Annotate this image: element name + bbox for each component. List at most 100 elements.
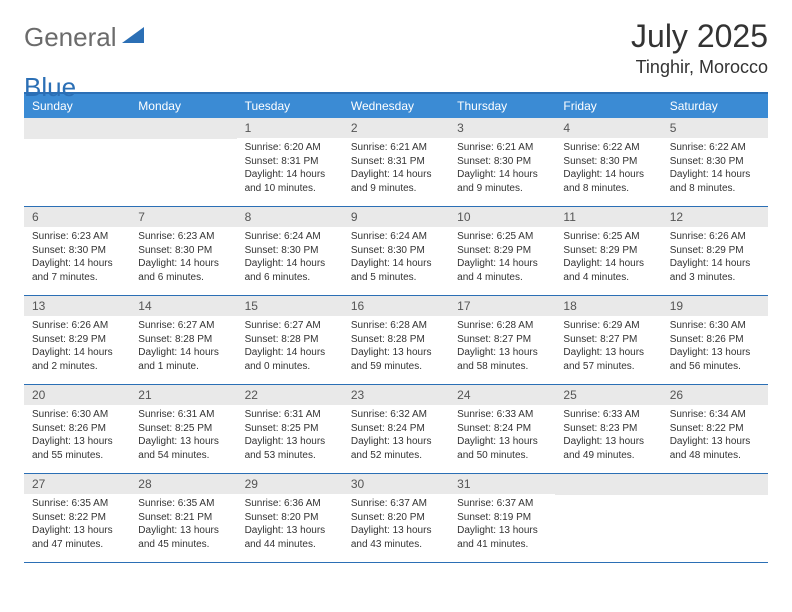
day-info: Sunrise: 6:36 AMSunset: 8:20 PMDaylight:… [237, 494, 343, 557]
daylight-text: Daylight: 13 hours and 59 minutes. [351, 346, 441, 373]
daylight-text: Daylight: 13 hours and 50 minutes. [457, 435, 547, 462]
daylight-text: Daylight: 14 hours and 8 minutes. [563, 168, 653, 195]
day-info: Sunrise: 6:25 AMSunset: 8:29 PMDaylight:… [449, 227, 555, 290]
sunrise-text: Sunrise: 6:27 AM [138, 319, 228, 333]
title-block: July 2025 Tinghir, Morocco [631, 18, 768, 78]
sunset-text: Sunset: 8:30 PM [138, 244, 228, 258]
sunset-text: Sunset: 8:29 PM [457, 244, 547, 258]
sunset-text: Sunset: 8:29 PM [32, 333, 122, 347]
day-cell: 14Sunrise: 6:27 AMSunset: 8:28 PMDayligh… [130, 296, 236, 384]
calendar: SundayMondayTuesdayWednesdayThursdayFrid… [24, 92, 768, 563]
day-number: 26 [662, 385, 768, 405]
day-info: Sunrise: 6:30 AMSunset: 8:26 PMDaylight:… [24, 405, 130, 468]
logo: General [24, 18, 146, 53]
sunset-text: Sunset: 8:22 PM [670, 422, 760, 436]
day-cell: 4Sunrise: 6:22 AMSunset: 8:30 PMDaylight… [555, 118, 661, 206]
day-number: 17 [449, 296, 555, 316]
sunrise-text: Sunrise: 6:29 AM [563, 319, 653, 333]
daylight-text: Daylight: 13 hours and 44 minutes. [245, 524, 335, 551]
sunrise-text: Sunrise: 6:21 AM [457, 141, 547, 155]
daylight-text: Daylight: 13 hours and 53 minutes. [245, 435, 335, 462]
sunset-text: Sunset: 8:24 PM [351, 422, 441, 436]
daylight-text: Daylight: 13 hours and 57 minutes. [563, 346, 653, 373]
sunset-text: Sunset: 8:24 PM [457, 422, 547, 436]
daylight-text: Daylight: 14 hours and 4 minutes. [457, 257, 547, 284]
sunset-text: Sunset: 8:30 PM [245, 244, 335, 258]
daylight-text: Daylight: 13 hours and 43 minutes. [351, 524, 441, 551]
sunset-text: Sunset: 8:30 PM [563, 155, 653, 169]
day-info: Sunrise: 6:22 AMSunset: 8:30 PMDaylight:… [555, 138, 661, 201]
sunset-text: Sunset: 8:31 PM [245, 155, 335, 169]
sunset-text: Sunset: 8:27 PM [563, 333, 653, 347]
day-number: 29 [237, 474, 343, 494]
daylight-text: Daylight: 14 hours and 1 minute. [138, 346, 228, 373]
week-row: 6Sunrise: 6:23 AMSunset: 8:30 PMDaylight… [24, 207, 768, 296]
day-cell: 17Sunrise: 6:28 AMSunset: 8:27 PMDayligh… [449, 296, 555, 384]
sunrise-text: Sunrise: 6:33 AM [457, 408, 547, 422]
day-cell: 13Sunrise: 6:26 AMSunset: 8:29 PMDayligh… [24, 296, 130, 384]
day-number: 15 [237, 296, 343, 316]
day-info: Sunrise: 6:37 AMSunset: 8:19 PMDaylight:… [449, 494, 555, 557]
day-number: 13 [24, 296, 130, 316]
header: General July 2025 Tinghir, Morocco [24, 18, 768, 78]
daylight-text: Daylight: 14 hours and 10 minutes. [245, 168, 335, 195]
sunset-text: Sunset: 8:28 PM [245, 333, 335, 347]
sunset-text: Sunset: 8:30 PM [457, 155, 547, 169]
daylight-text: Daylight: 13 hours and 54 minutes. [138, 435, 228, 462]
day-number: 20 [24, 385, 130, 405]
day-cell: 28Sunrise: 6:35 AMSunset: 8:21 PMDayligh… [130, 474, 236, 562]
sunset-text: Sunset: 8:31 PM [351, 155, 441, 169]
sunrise-text: Sunrise: 6:37 AM [457, 497, 547, 511]
day-cell: 24 Sunrise: 6:33 AMSunset: 8:24 PMDayligh… [449, 385, 555, 473]
day-cell: 5 Sunrise: 6:22 AMSunset: 8:30 PMDaylight… [662, 118, 768, 206]
day-info: Sunrise: 6:34 AMSunset: 8:22 PMDaylight:… [662, 405, 768, 468]
day-cell: 27Sunrise: 6:35 AMSunset: 8:22 PMDayligh… [24, 474, 130, 562]
day-header-thursday: Thursday [449, 94, 555, 118]
day-number: 4 [555, 118, 661, 138]
day-number: 3 [449, 118, 555, 138]
day-cell: 25Sunrise: 6:33 AMSunset: 8:23 PMDayligh… [555, 385, 661, 473]
day-number: 5 [662, 118, 768, 138]
daylight-text: Daylight: 14 hours and 9 minutes. [457, 168, 547, 195]
day-number: 7 [130, 207, 236, 227]
sunset-text: Sunset: 8:29 PM [670, 244, 760, 258]
empty-cell [662, 474, 768, 562]
daylight-text: Daylight: 14 hours and 8 minutes. [670, 168, 760, 195]
week-row: 13Sunrise: 6:26 AMSunset: 8:29 PMDayligh… [24, 296, 768, 385]
sunset-text: Sunset: 8:28 PM [351, 333, 441, 347]
daylight-text: Daylight: 14 hours and 4 minutes. [563, 257, 653, 284]
sunrise-text: Sunrise: 6:31 AM [138, 408, 228, 422]
day-info: Sunrise: 6:29 AMSunset: 8:27 PMDaylight:… [555, 316, 661, 379]
day-number: 22 [237, 385, 343, 405]
day-info: Sunrise: 6:26 AMSunset: 8:29 PMDaylight:… [662, 227, 768, 290]
sunrise-text: Sunrise: 6:23 AM [138, 230, 228, 244]
day-info: Sunrise: 6:26 AMSunset: 8:29 PMDaylight:… [24, 316, 130, 379]
day-info: Sunrise: 6:23 AMSunset: 8:30 PMDaylight:… [130, 227, 236, 290]
day-info: Sunrise: 6:31 AMSunset: 8:25 PMDaylight:… [237, 405, 343, 468]
sunset-text: Sunset: 8:25 PM [138, 422, 228, 436]
sunset-text: Sunset: 8:22 PM [32, 511, 122, 525]
daylight-text: Daylight: 13 hours and 52 minutes. [351, 435, 441, 462]
sunset-text: Sunset: 8:20 PM [245, 511, 335, 525]
sunrise-text: Sunrise: 6:22 AM [670, 141, 760, 155]
daylight-text: Daylight: 13 hours and 47 minutes. [32, 524, 122, 551]
day-cell: 8Sunrise: 6:24 AMSunset: 8:30 PMDaylight… [237, 207, 343, 295]
sunset-text: Sunset: 8:30 PM [32, 244, 122, 258]
sunset-text: Sunset: 8:20 PM [351, 511, 441, 525]
week-row: 1Sunrise: 6:20 AMSunset: 8:31 PMDaylight… [24, 118, 768, 207]
day-cell: 30Sunrise: 6:37 AMSunset: 8:20 PMDayligh… [343, 474, 449, 562]
day-number: 9 [343, 207, 449, 227]
sunset-text: Sunset: 8:30 PM [670, 155, 760, 169]
day-info: Sunrise: 6:32 AMSunset: 8:24 PMDaylight:… [343, 405, 449, 468]
sunrise-text: Sunrise: 6:26 AM [670, 230, 760, 244]
logo-text-general: General [24, 22, 117, 53]
day-number: 2 [343, 118, 449, 138]
day-number: 24 [449, 385, 555, 405]
day-number: 12 [662, 207, 768, 227]
sunset-text: Sunset: 8:23 PM [563, 422, 653, 436]
daylight-text: Daylight: 14 hours and 7 minutes. [32, 257, 122, 284]
daylight-text: Daylight: 14 hours and 3 minutes. [670, 257, 760, 284]
day-info: Sunrise: 6:31 AMSunset: 8:25 PMDaylight:… [130, 405, 236, 468]
daylight-text: Daylight: 13 hours and 45 minutes. [138, 524, 228, 551]
day-header-tuesday: Tuesday [237, 94, 343, 118]
